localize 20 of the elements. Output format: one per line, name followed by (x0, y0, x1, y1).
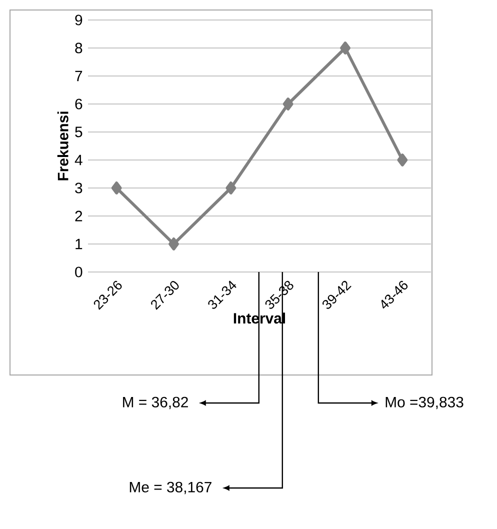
y-tick-label: 8 (75, 42, 82, 54)
y-tick-label: 3 (75, 182, 82, 194)
point (397, 154, 408, 166)
point (282, 98, 294, 110)
y-tick-label: 4 (74, 154, 82, 166)
text: M = 36,82 (123, 396, 188, 410)
y-axis-title: Frekuensi (57, 112, 68, 180)
y-tick-label: 5 (75, 126, 82, 138)
point (168, 238, 179, 250)
point (111, 182, 122, 194)
y-tick-label: 7 (75, 70, 82, 82)
y-tick-label: 2 (75, 210, 82, 222)
y-tick-label: 6 (75, 98, 82, 110)
text: Mo =39,833 (386, 396, 464, 410)
point (226, 182, 236, 194)
text: Me = 38,167 (130, 482, 212, 494)
y-tick-label: 1 (76, 238, 82, 250)
point (340, 42, 350, 54)
y-tick-label: 9 (75, 14, 82, 26)
y-tick-label: 0 (75, 266, 82, 278)
